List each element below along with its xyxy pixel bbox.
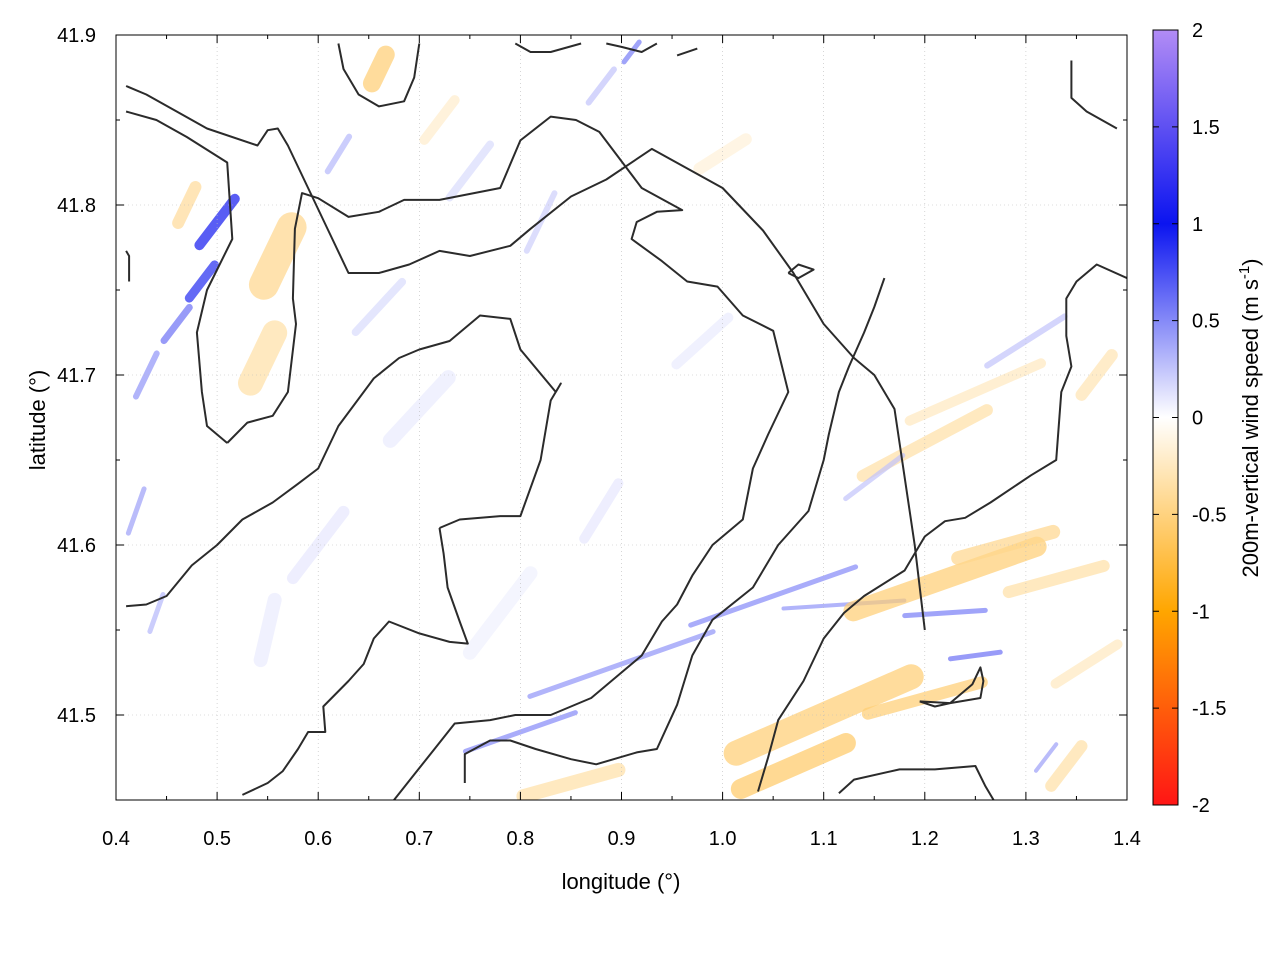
- colorbar-tick-labels: 2 1.5 1 0.5 0 -0.5 -1 -1.5 -2: [1192, 20, 1226, 817]
- wind-field-streak: [445, 140, 495, 202]
- wind-field-streak: [172, 181, 202, 229]
- contour-lines: [125, 42, 1127, 800]
- contour-line: [125, 85, 926, 631]
- y-axis-label: latitude (°): [25, 370, 50, 471]
- colorbar-tick-label: -2: [1192, 795, 1210, 817]
- colorbar-tick-label: -1.5: [1192, 698, 1226, 720]
- colorbar-tick-label: 1: [1192, 214, 1203, 236]
- wind-field-streak: [984, 313, 1068, 369]
- colorbar-label-close: ): [1238, 258, 1263, 265]
- colorbar: 2 1.5 1 0.5 0 -0.5 -1 -1.5 -2 200m-vertical wind…: [1152, 20, 1263, 817]
- contour-line: [1070, 60, 1118, 130]
- y-tick-label: 41.8: [57, 195, 96, 217]
- wind-field-streak: [147, 592, 166, 634]
- wind-field-streak: [324, 133, 353, 175]
- contour-line: [606, 42, 658, 53]
- x-tick-label: 1.4: [1113, 828, 1141, 850]
- wind-field-streak: [253, 592, 282, 668]
- wind-field-streak: [462, 566, 538, 660]
- wind-field-streak: [585, 66, 617, 106]
- contour-line: [919, 666, 985, 708]
- contour-line: [337, 43, 421, 108]
- contour-line: [787, 263, 815, 280]
- x-tick-label: 1.1: [810, 828, 838, 850]
- wind-field-streak: [160, 303, 193, 345]
- x-tick-label: 1.3: [1012, 828, 1040, 850]
- colorbar-tick-label: 0.5: [1192, 311, 1220, 333]
- contour-line: [838, 765, 995, 800]
- wind-field-streak: [237, 320, 288, 396]
- x-tick-label: 0.9: [608, 828, 636, 850]
- wind-field-streak: [184, 260, 220, 303]
- wind-field-streak: [730, 733, 856, 799]
- x-tick-label: 1.2: [911, 828, 939, 850]
- wind-field-streak: [362, 45, 395, 93]
- colorbar-ticks: [1153, 29, 1178, 806]
- wind-field-streak: [947, 649, 1003, 662]
- wind-field-streak: [1045, 740, 1088, 792]
- colorbar-tick-label: 0: [1192, 408, 1203, 430]
- wind-field-streak: [951, 524, 1061, 566]
- plot-area: [115, 34, 1128, 801]
- x-axis-label: longitude (°): [562, 869, 681, 894]
- y-tick-label: 41.7: [57, 365, 96, 387]
- colorbar-tick-label: 2: [1192, 20, 1203, 42]
- x-tick-label: 0.7: [405, 828, 433, 850]
- x-tick-labels: 0.4 0.5 0.6 0.7 0.8 0.9 1.0 1.1 1.2 1.3 1.4: [102, 828, 1141, 850]
- wind-field-streak: [1050, 639, 1123, 689]
- wind-field-streak: [125, 486, 147, 536]
- y-tick-labels: 41.5 41.6 41.7 41.8 41.9: [57, 25, 96, 727]
- contour-line: [226, 115, 790, 800]
- wind-field-streak: [1002, 559, 1110, 599]
- x-tick-label: 0.6: [304, 828, 332, 850]
- contour-line: [757, 263, 1127, 792]
- x-tick-label: 0.4: [102, 828, 130, 850]
- colorbar-tick-label: 1.5: [1192, 117, 1220, 139]
- wind-field-streak: [904, 358, 1047, 426]
- contour-line: [126, 314, 562, 608]
- contour-line: [125, 110, 234, 444]
- wind-field-streak: [132, 350, 160, 400]
- wind-field-streak: [579, 478, 624, 544]
- wind-field-streak: [286, 505, 350, 585]
- colorbar-tick-label: -1: [1192, 601, 1210, 623]
- wind-field-streak: [693, 133, 752, 175]
- colorbar-label: 200m-vertical wind speed (m s-1): [1236, 258, 1263, 577]
- x-tick-label: 0.5: [203, 828, 231, 850]
- contour-line: [125, 250, 131, 282]
- wind-field-streak: [843, 452, 906, 502]
- wind-field-streak: [419, 95, 460, 145]
- wind-field-streak: [351, 277, 407, 337]
- wind-field-streak: [516, 762, 626, 800]
- wind-field-streak: [621, 39, 642, 65]
- wind-field-streak: [671, 312, 734, 370]
- axis-ticks: [115, 34, 1128, 800]
- wind-field-streak: [382, 370, 456, 448]
- x-tick-label: 1.0: [709, 828, 737, 850]
- y-tick-label: 41.5: [57, 705, 96, 727]
- contour-line: [241, 527, 469, 796]
- wind-field-streak: [194, 193, 240, 251]
- wind-field-streak: [861, 676, 988, 720]
- contour-line: [514, 42, 582, 53]
- contour-line: [676, 47, 698, 57]
- colorbar-tick-label: -0.5: [1192, 504, 1226, 526]
- wind-field-streak: [1034, 742, 1059, 773]
- grid: [116, 35, 1127, 800]
- y-tick-label: 41.9: [57, 25, 96, 47]
- x-tick-label: 0.8: [506, 828, 534, 850]
- contour-line: [463, 277, 886, 783]
- wind-field-streak: [843, 536, 1047, 622]
- wind-field-streak: [248, 212, 307, 300]
- wind-field-streak: [902, 607, 988, 619]
- colorbar-label-superscript: -1: [1236, 266, 1253, 279]
- y-tick-label: 41.6: [57, 535, 96, 557]
